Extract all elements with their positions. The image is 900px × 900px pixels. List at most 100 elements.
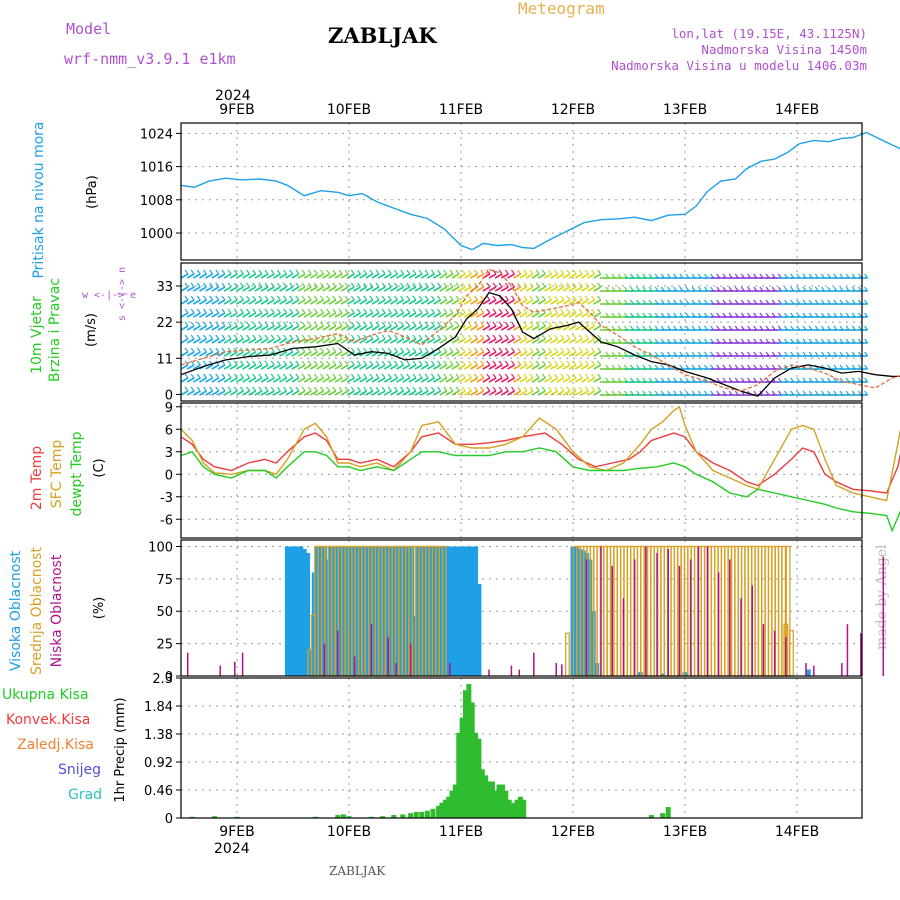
wind-barb-feather [430,321,435,327]
wind-barb [211,364,220,370]
wind-barb [316,351,324,357]
wind-barb-feather [203,347,207,353]
wind-barb-feather [332,295,337,301]
wind-barb-feather [375,308,380,314]
wind-barb [260,377,269,383]
wind-barb [587,273,595,279]
wind-barb-feather [474,269,479,275]
wind-barb-feather [504,308,509,314]
wind-barb [439,299,448,305]
wind-barb [199,325,207,331]
wind-barb-feather [547,321,552,327]
wind-barb-feather [320,373,325,379]
wind-barb-feather [437,295,442,301]
wind-barb-feather [418,321,423,327]
bar-Niska Oblacnost [561,664,563,676]
y-tick-label: 0.46 [144,784,173,799]
wind-barb [217,338,226,344]
wind-barb-feather [320,386,325,392]
wind-barb-feather [326,334,331,340]
wind-barb [574,390,583,396]
wind-barb [531,299,540,305]
wind-barb-feather [523,373,528,379]
wind-barb-feather [283,360,288,366]
wind-barb-feather [461,386,466,392]
wind-barb [316,286,324,292]
wind-barb-feather [307,386,312,392]
wind-barb [544,325,552,331]
wind-barb-feather [566,334,571,340]
wind-barb [273,286,281,292]
wind-barb [359,390,368,396]
wind-barb-feather [307,269,312,275]
bar-Ukupna Kisa [456,732,462,818]
wind-barb-feather [227,269,232,275]
wind-barb-feather [517,295,522,301]
wind-barb [297,364,306,370]
wind-barb-feather [597,269,602,275]
wind-barb-feather [449,269,454,275]
wind-barb [482,364,491,370]
wind-barb [519,351,528,357]
wind-barb-feather [344,308,349,314]
wind-barb-feather [578,334,583,340]
wind-barb [574,364,583,370]
top-day-label: 14FEB [775,102,819,118]
wind-barb-feather [227,295,232,301]
precip-legend-total: Ukupna Kisa [2,687,89,703]
wind-barb [488,273,497,279]
wind-barb-feather [239,386,244,392]
wind-barb [482,299,491,305]
y-tick-label: 75 [156,573,173,588]
wind-barb [556,364,565,370]
wind-barb [328,273,337,279]
bar-Niska Oblacnost [585,559,588,676]
wind-barb [279,286,287,292]
wind-barb [365,351,374,357]
wind-barb [439,273,448,279]
wind-barb-feather [196,373,201,379]
wind-barb-feather [474,386,479,392]
wind-barb [223,338,232,344]
wind-barb [248,351,257,357]
wind-barb-feather [246,269,251,275]
wind-barb [223,390,232,396]
wind-barb-feather [313,295,318,301]
wind-barb [390,286,398,292]
wind-barb-feather [215,269,220,275]
wind-barb-feather [467,386,472,392]
wind-barb [353,312,361,318]
wind-barb-feather [375,373,380,379]
wind-barb [217,286,226,292]
wind-barb [414,377,423,383]
wind-barb [500,312,509,318]
wind-barb [427,286,435,292]
wind-barb-feather [535,373,540,379]
wind-barb-feather [184,360,189,366]
wind-barb [470,325,478,331]
wind-barb [186,286,195,292]
wind-barb [266,377,275,383]
wind-barb [476,351,485,357]
wind-barb [180,325,189,331]
wind-barb-feather [566,308,571,314]
wind-barb [340,364,349,370]
bar-Ukupna Kisa [469,702,475,818]
wind-barb-feather [591,269,596,275]
bar-Niska Oblacnost [805,663,807,676]
wind-barb [291,273,300,279]
wind-barb-feather [357,334,361,340]
wind-barb [192,390,201,396]
wind-barb [334,286,343,292]
wind-barb-feather [332,321,337,327]
wind-barb-feather [480,386,485,392]
bar-Niska Oblacnost [729,559,731,676]
wind-barb [236,377,244,383]
bar-Ukupna Kisa [424,810,430,818]
wind-barb-feather [486,295,491,301]
wind-barb-feather [455,360,460,366]
wind-barb [322,338,331,344]
credit-label: made by Angel [874,544,890,650]
wind-barb [433,325,441,331]
wind-barb [334,312,343,318]
